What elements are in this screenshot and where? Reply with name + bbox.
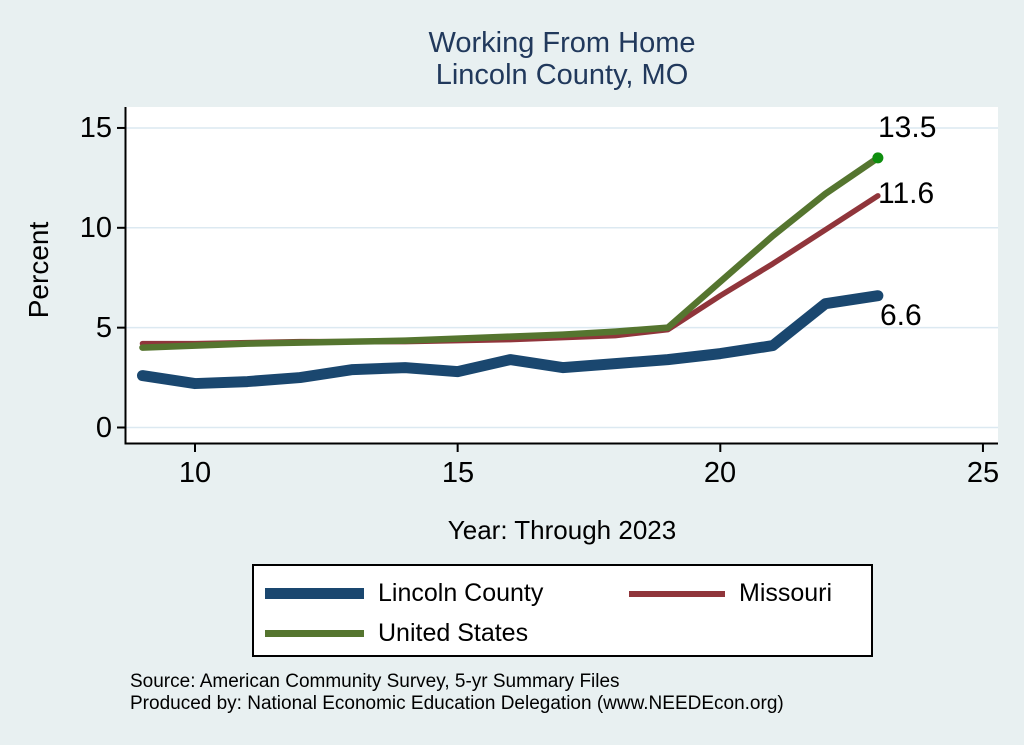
end-label-united-states: 13.5 [878, 111, 937, 144]
x-tick-label-15: 15 [441, 457, 475, 489]
y-axis-title: Percent [23, 221, 54, 319]
chart-title: Working From Home Lincoln County, MO [126, 27, 998, 91]
legend-label-missouri: Missouri [739, 579, 833, 607]
chart-title-line2: Lincoln County, MO [435, 59, 689, 91]
x-tick-label-10: 10 [178, 457, 212, 489]
source-line1: Source: American Community Survey, 5-yr … [130, 671, 620, 692]
y-tick-label-10: 10 [79, 212, 112, 244]
legend-swatch-missouri [629, 591, 725, 597]
legend-swatch-united-states [265, 630, 364, 637]
x-tick-label-20: 20 [703, 457, 737, 489]
x-axis-title: Year: Through 2023 [447, 515, 677, 545]
legend-label-united-states: United States [378, 619, 529, 647]
legend-swatch-lincoln-county [265, 588, 364, 599]
y-tick-label-5: 5 [95, 312, 112, 344]
end-label-lincoln-county: 6.6 [880, 299, 922, 332]
legend: Lincoln County Missouri United States [252, 564, 873, 657]
end-label-missouri: 11.6 [878, 177, 935, 210]
y-tick-label-0: 0 [95, 412, 112, 444]
legend-label-lincoln-county: Lincoln County [378, 579, 544, 607]
chart-title-line1: Working From Home [428, 27, 696, 59]
x-tick-label-25: 25 [966, 457, 1000, 489]
source-line2: Produced by: National Economic Education… [130, 693, 784, 714]
source-note: Source: American Community Survey, 5-yr … [130, 671, 930, 715]
y-tick-label-15: 15 [79, 112, 112, 144]
